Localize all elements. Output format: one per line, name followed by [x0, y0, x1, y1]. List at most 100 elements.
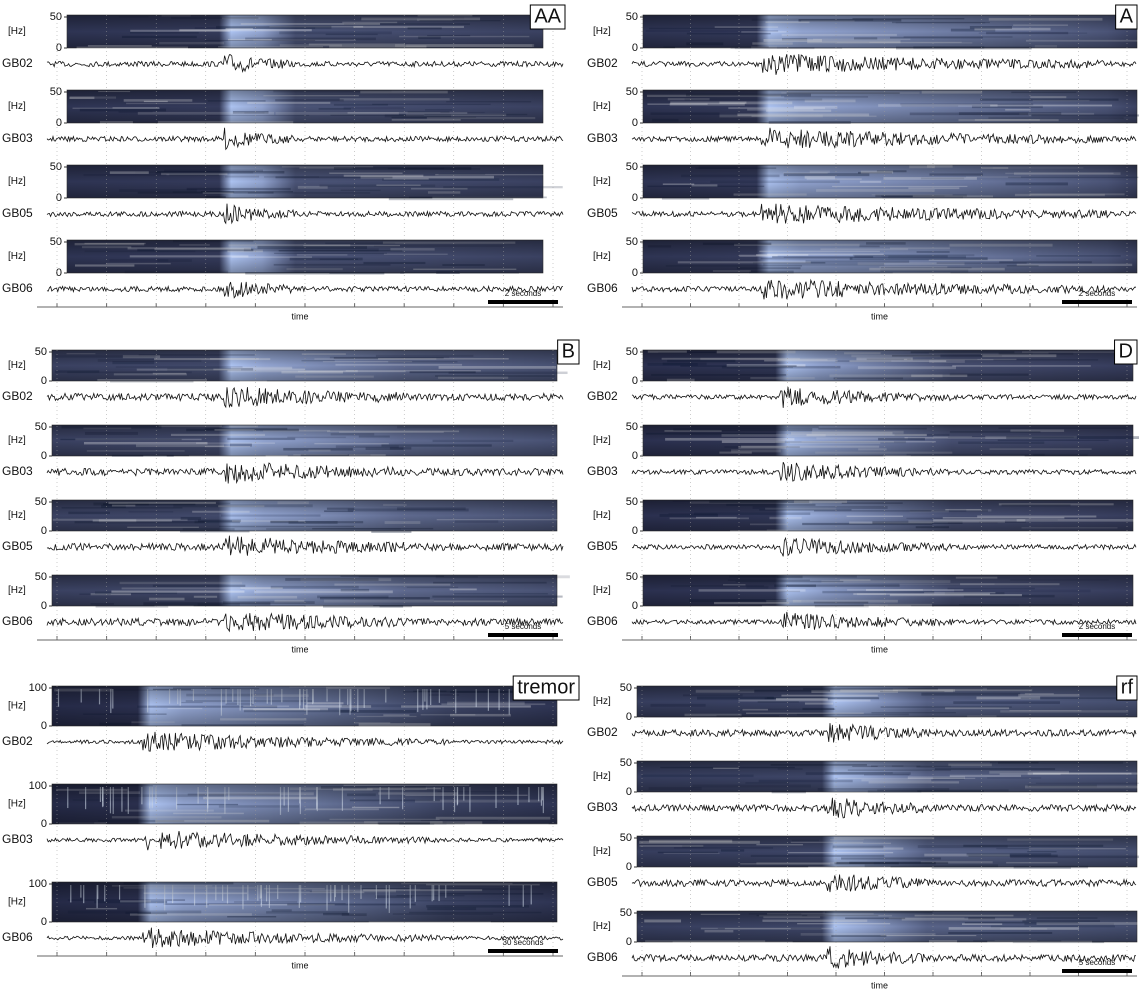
station-label: GB02: [2, 56, 33, 70]
y-tick-label: 50: [50, 86, 62, 98]
unit-label: [Hz]: [8, 101, 26, 112]
y-tick-label: 0: [632, 192, 638, 204]
y-tick-label: 0: [56, 267, 62, 279]
station-label: GB06: [2, 930, 33, 944]
y-tick-label: 50: [626, 421, 638, 433]
station-label: GB03: [2, 832, 33, 846]
y-tick-label: 0: [56, 192, 62, 204]
y-tick-label: 50: [626, 346, 638, 358]
station-label: GB05: [587, 206, 618, 220]
y-tick-label: 50: [50, 161, 62, 173]
panel: 500[Hz]GB02500[Hz]GB03500[Hz]GB05500[Hz]…: [2, 5, 573, 321]
station-label: GB02: [587, 725, 618, 739]
y-tick-label: 0: [41, 720, 47, 732]
y-tick-label: 0: [632, 42, 638, 54]
station-label: GB05: [2, 206, 33, 220]
unit-label: [Hz]: [8, 799, 26, 810]
figure: 50 0 [Hz] GB02 50 0 [Hz] GB03 50 0 [Hz] GB05 50 0 [Hz]…: [0, 0, 1139, 992]
unit-label: [Hz]: [8, 897, 26, 908]
spectrogram-shade: [643, 165, 1137, 198]
panel-label: AA: [534, 5, 561, 27]
seismogram: [632, 946, 1136, 968]
station-label: GB06: [2, 281, 33, 295]
unit-label: [Hz]: [8, 701, 26, 712]
y-tick-label: 50: [626, 571, 638, 583]
x-axis-label: time: [871, 644, 888, 654]
spectrogram-shade: [643, 15, 1137, 48]
scale-bar: [488, 949, 558, 953]
panel: 500[Hz]GB02500[Hz]GB03500[Hz]GB05500[Hz]…: [587, 340, 1139, 654]
station-label: GB02: [587, 389, 618, 403]
scale-bar: [1062, 969, 1132, 973]
spectrogram-texture: [380, 606, 412, 607]
seismogram: [632, 612, 1136, 630]
y-tick-label: 0: [41, 818, 47, 830]
spectrogram-shade: [67, 240, 543, 273]
unit-label: [Hz]: [593, 435, 611, 446]
unit-label: [Hz]: [8, 176, 26, 187]
y-tick-label: 50: [626, 236, 638, 248]
panel-label: rf: [1121, 676, 1134, 698]
unit-label: [Hz]: [593, 251, 611, 262]
panel-label: tremor: [517, 676, 575, 698]
scale-bar: [1062, 300, 1132, 304]
unit-label: [Hz]: [8, 360, 26, 371]
station-label: GB02: [2, 734, 33, 748]
y-tick-label: 0: [626, 861, 632, 873]
seismogram: [632, 723, 1136, 742]
station-label: GB03: [587, 464, 618, 478]
station-label: GB05: [587, 875, 618, 889]
y-tick-label: 50: [626, 496, 638, 508]
spectrogram-shade: [52, 350, 557, 381]
seismogram: [632, 387, 1136, 408]
x-axis-label: time: [291, 644, 308, 654]
spectrogram-shade: [52, 575, 557, 606]
spectrogram-shade: [67, 165, 543, 198]
scale-bar: [1062, 633, 1132, 637]
unit-label: [Hz]: [593, 101, 611, 112]
station-label: GB02: [587, 56, 618, 70]
spectrogram-shade: [52, 882, 557, 922]
scale-bar: [488, 300, 558, 304]
station-label: GB06: [2, 614, 33, 628]
x-axis-label: time: [871, 980, 888, 990]
y-tick-label: 0: [41, 525, 47, 537]
scale-bar-label: 2 seconds: [505, 289, 541, 298]
scale-bar-label: 2 seconds: [1079, 622, 1115, 631]
unit-label: [Hz]: [8, 510, 26, 521]
x-axis-label: time: [291, 311, 308, 321]
y-tick-label: 50: [626, 11, 638, 23]
station-label: GB05: [587, 539, 618, 553]
panel: 500[Hz]GB02500[Hz]GB03500[Hz]GB05500[Hz]…: [587, 5, 1139, 321]
station-label: GB03: [587, 131, 618, 145]
y-tick-label: 0: [632, 600, 638, 612]
panel: 500[Hz]GB02500[Hz]GB03500[Hz]GB05500[Hz]…: [2, 340, 579, 654]
y-tick-label: 0: [41, 450, 47, 462]
seismogram: [632, 462, 1136, 481]
spectrogram-shade: [637, 686, 1137, 717]
seismogram: [47, 831, 563, 850]
spectrogram-shade: [637, 911, 1137, 942]
spectrogram-texture: [143, 456, 166, 459]
y-tick-label: 50: [620, 907, 632, 919]
y-tick-label: 100: [29, 878, 47, 890]
station-label: GB03: [587, 800, 618, 814]
spectrogram-shade: [643, 425, 1133, 456]
station-label: GB06: [587, 614, 618, 628]
y-tick-label: 0: [626, 711, 632, 723]
y-tick-label: 0: [41, 375, 47, 387]
y-tick-label: 100: [29, 682, 47, 694]
seismogram: [632, 875, 1136, 893]
y-tick-label: 50: [626, 161, 638, 173]
scale-bar-label: 30 seconds: [503, 938, 544, 947]
y-tick-label: 50: [620, 757, 632, 769]
spectrogram-shade: [643, 90, 1137, 123]
y-tick-label: 50: [35, 496, 47, 508]
y-tick-label: 0: [632, 117, 638, 129]
panel-label: A: [1120, 5, 1134, 27]
seismogram: [632, 280, 1136, 299]
seismogram: [632, 54, 1136, 75]
spectrogram-shade: [643, 575, 1133, 606]
unit-label: [Hz]: [593, 176, 611, 187]
unit-label: [Hz]: [8, 585, 26, 596]
